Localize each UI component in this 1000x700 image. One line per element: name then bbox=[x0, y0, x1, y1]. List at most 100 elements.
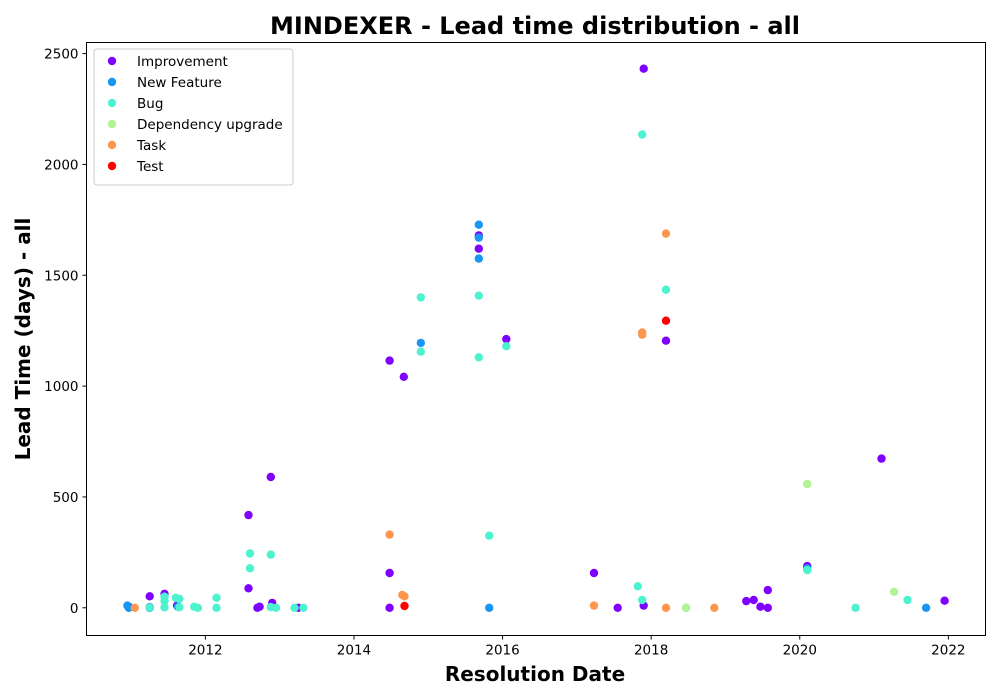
data-point bbox=[710, 603, 719, 612]
data-point bbox=[803, 565, 812, 575]
data-point bbox=[130, 603, 139, 612]
data-point bbox=[145, 592, 154, 601]
data-point bbox=[474, 254, 483, 263]
data-point bbox=[613, 603, 622, 612]
data-point bbox=[245, 564, 255, 573]
data-point bbox=[903, 595, 912, 605]
legend-label: New Feature bbox=[137, 75, 222, 91]
data-point bbox=[485, 531, 494, 540]
legend-marker bbox=[107, 77, 117, 87]
data-point bbox=[244, 584, 253, 593]
legend-label: Test bbox=[136, 159, 164, 175]
legend-label: Dependency upgrade bbox=[137, 117, 283, 133]
data-point bbox=[193, 603, 203, 612]
data-point bbox=[400, 592, 409, 601]
data-point bbox=[742, 596, 751, 606]
series-dependency-upgrade bbox=[681, 479, 899, 612]
data-point bbox=[661, 285, 671, 294]
data-point bbox=[639, 64, 648, 73]
data-point bbox=[940, 596, 949, 605]
data-point bbox=[661, 336, 671, 345]
y-tick-label: 2500 bbox=[44, 47, 78, 63]
x-tick-label: 2016 bbox=[485, 643, 519, 659]
series-bug bbox=[145, 130, 912, 612]
data-point bbox=[638, 330, 647, 339]
data-point bbox=[385, 603, 394, 612]
data-point bbox=[661, 229, 671, 238]
data-point bbox=[175, 594, 184, 604]
data-point bbox=[681, 603, 691, 612]
legend-marker bbox=[107, 56, 117, 66]
data-point bbox=[803, 479, 812, 489]
data-point bbox=[299, 603, 308, 612]
plot-frame bbox=[86, 42, 986, 636]
data-point bbox=[399, 372, 408, 381]
legend-label: Task bbox=[136, 138, 166, 154]
data-point bbox=[416, 293, 425, 302]
data-point bbox=[633, 582, 642, 591]
data-point bbox=[416, 347, 425, 356]
data-point bbox=[212, 603, 221, 612]
data-point bbox=[145, 603, 154, 612]
data-point bbox=[474, 244, 483, 253]
data-point bbox=[749, 595, 758, 605]
data-point bbox=[877, 454, 886, 463]
x-axis: 2012 2014 2016 2018 2020 2022 bbox=[188, 635, 966, 659]
y-axis-label: Lead Time (days) - all bbox=[11, 218, 35, 461]
data-point bbox=[175, 603, 184, 612]
y-tick-label: 1500 bbox=[44, 268, 78, 284]
data-point bbox=[661, 603, 671, 612]
chart-title: MINDEXER - Lead time distribution - all bbox=[270, 12, 800, 40]
data-point bbox=[385, 530, 394, 539]
data-point bbox=[474, 353, 483, 362]
data-point bbox=[889, 587, 899, 596]
data-point bbox=[255, 602, 264, 611]
x-tick-label: 2018 bbox=[634, 643, 668, 659]
x-tick-label: 2020 bbox=[783, 643, 817, 659]
x-tick-label: 2022 bbox=[931, 643, 965, 659]
data-point bbox=[474, 291, 483, 300]
data-point bbox=[416, 338, 425, 348]
y-tick-label: 2000 bbox=[44, 157, 78, 173]
data-point bbox=[124, 603, 133, 612]
data-point bbox=[245, 549, 255, 558]
data-point bbox=[756, 602, 765, 611]
data-point bbox=[385, 356, 394, 365]
data-point bbox=[638, 595, 647, 605]
data-point bbox=[266, 472, 275, 482]
legend-marker bbox=[107, 98, 117, 108]
data-point bbox=[851, 603, 860, 612]
data-point bbox=[921, 603, 931, 612]
data-point bbox=[589, 568, 599, 578]
data-point bbox=[212, 593, 221, 602]
data-point bbox=[385, 568, 394, 578]
data-point bbox=[474, 233, 483, 242]
data-point bbox=[266, 550, 275, 559]
data-point bbox=[160, 603, 169, 612]
y-tick-label: 1000 bbox=[44, 379, 78, 395]
legend-marker bbox=[107, 161, 117, 171]
data-point bbox=[400, 601, 409, 611]
y-tick-label: 500 bbox=[53, 490, 79, 506]
x-tick-label: 2014 bbox=[337, 643, 371, 659]
series-task bbox=[130, 229, 719, 612]
data-point bbox=[638, 130, 647, 139]
legend-label: Bug bbox=[137, 96, 163, 112]
data-point bbox=[661, 316, 671, 325]
data-point bbox=[271, 603, 281, 612]
data-point bbox=[485, 603, 494, 612]
x-axis-label: Resolution Date bbox=[445, 662, 625, 686]
y-axis: 0 500 1000 1500 2000 2500 bbox=[44, 47, 87, 617]
legend-marker bbox=[107, 140, 117, 150]
data-point bbox=[474, 220, 483, 229]
data-point bbox=[763, 585, 772, 595]
legend-box bbox=[93, 48, 294, 186]
data-point bbox=[244, 510, 253, 520]
legend-label: Improvement bbox=[137, 54, 228, 70]
legend-marker bbox=[107, 119, 117, 129]
data-point bbox=[763, 603, 772, 612]
y-tick-label: 0 bbox=[70, 601, 79, 617]
legend: Improvement New Feature Bug Dependency upgr… bbox=[93, 48, 294, 186]
plot-area bbox=[123, 64, 949, 612]
